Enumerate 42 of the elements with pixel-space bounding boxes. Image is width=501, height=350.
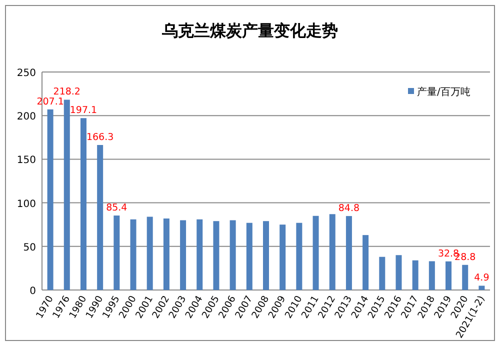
data-label: 4.9 — [474, 272, 490, 284]
bar — [196, 219, 203, 290]
bar — [280, 224, 286, 290]
bar — [329, 214, 336, 290]
y-tick-label: 200 — [16, 112, 36, 123]
bar — [478, 286, 485, 290]
y-tick-label: 50 — [23, 242, 36, 254]
bar — [213, 221, 220, 290]
bar — [412, 260, 418, 290]
y-tick-label: 0 — [30, 286, 36, 297]
bar — [296, 222, 302, 290]
bar — [64, 100, 70, 290]
bar — [312, 216, 319, 290]
bar — [428, 261, 435, 290]
bar — [462, 264, 468, 290]
bar — [97, 144, 104, 290]
bar — [246, 222, 252, 290]
bar — [263, 221, 269, 290]
bar — [146, 216, 153, 290]
bar — [163, 218, 170, 290]
bar — [47, 109, 54, 290]
bar — [446, 261, 452, 290]
y-tick-label: 250 — [16, 68, 36, 79]
data-label: 166.3 — [86, 132, 114, 143]
data-label: 84.8 — [338, 203, 360, 214]
data-label: 197.1 — [70, 105, 98, 116]
legend-label: 产量/百万吨 — [417, 86, 470, 98]
data-label: 207.1 — [36, 96, 64, 108]
bar — [230, 220, 236, 290]
data-label: 85.4 — [106, 202, 128, 214]
y-tick-label: 150 — [16, 155, 36, 166]
bar — [80, 118, 86, 290]
chart-title: 乌克兰煤炭产量变化走势 — [161, 21, 338, 40]
bar — [180, 220, 186, 290]
bar — [362, 235, 369, 290]
data-label: 218.2 — [53, 86, 80, 98]
bar — [114, 216, 120, 290]
bar — [396, 255, 402, 290]
bar — [346, 216, 352, 290]
y-tick-label: 100 — [16, 198, 36, 210]
bar — [130, 219, 136, 290]
bar — [379, 256, 386, 290]
